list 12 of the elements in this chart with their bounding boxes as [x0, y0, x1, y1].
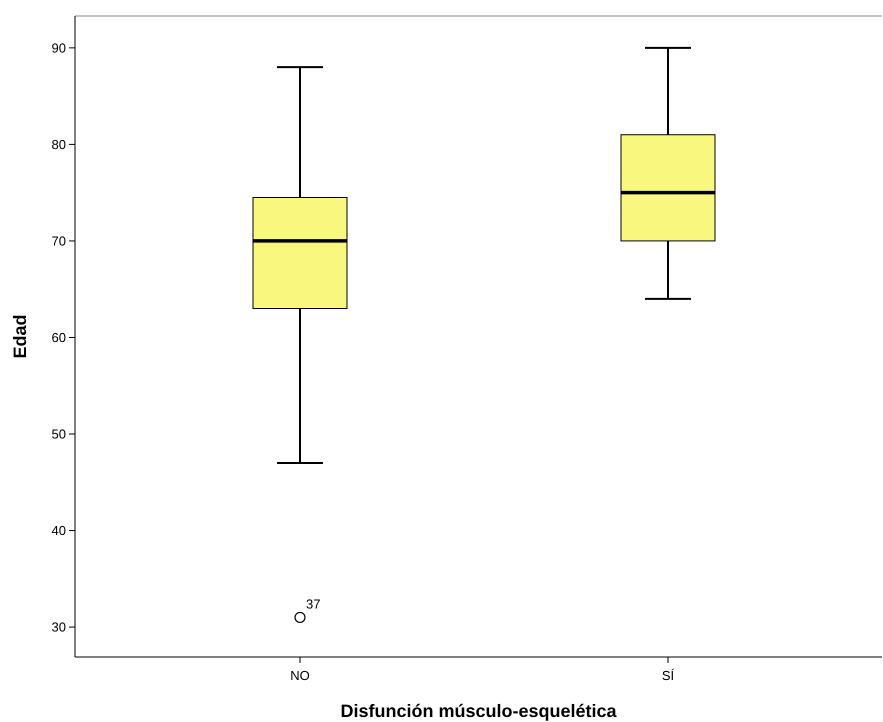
x-tick-label: SÍ	[662, 668, 675, 683]
y-tick-label: 40	[52, 523, 66, 538]
y-tick-label: 30	[52, 620, 66, 635]
y-tick-label: 80	[52, 136, 66, 152]
y-tick-label: 50	[52, 426, 66, 442]
y-axis-title: Edad	[10, 314, 30, 359]
x-tick-label: NO	[290, 668, 310, 683]
y-tick-label: 90	[52, 40, 66, 56]
y-tick-label: 60	[52, 330, 66, 346]
y-tick-label: 70	[52, 233, 66, 248]
x-axis-title: Disfunción músculo-esquelética	[340, 701, 618, 721]
annotation: 37	[306, 596, 320, 612]
